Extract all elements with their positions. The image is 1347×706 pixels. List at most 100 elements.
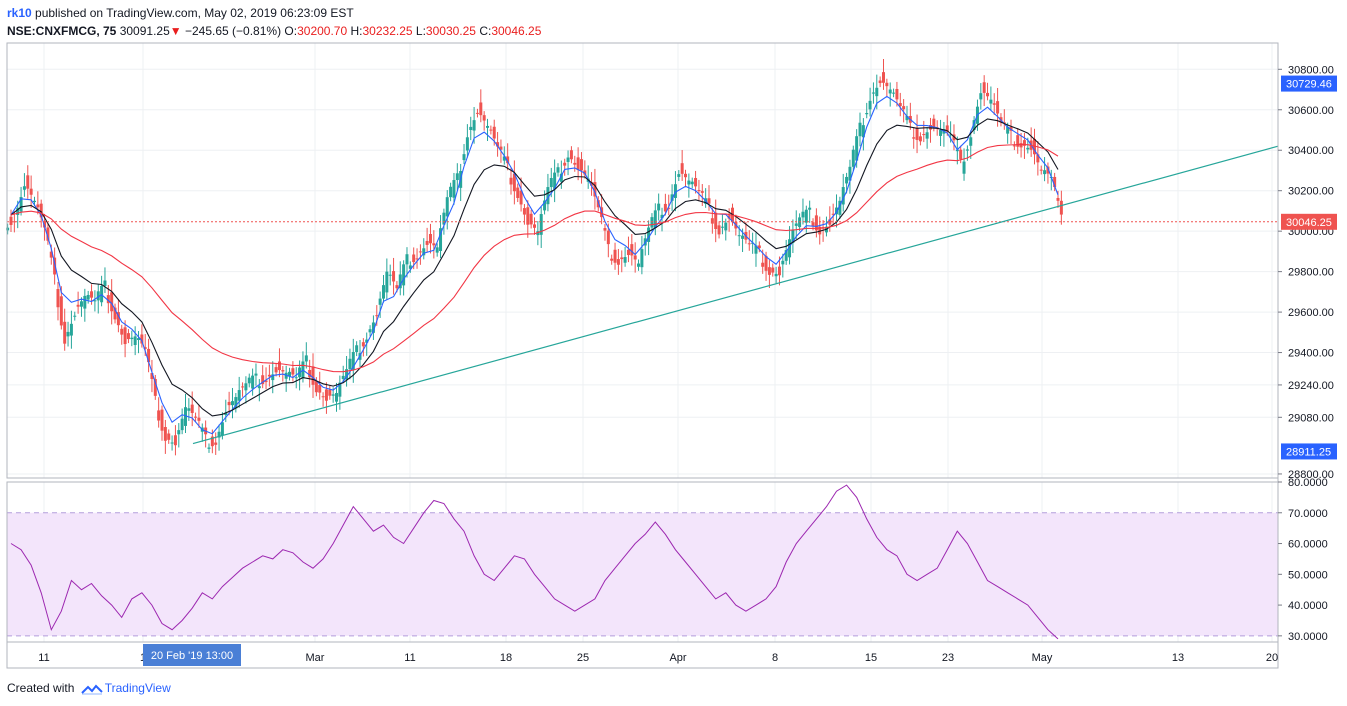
max-price-label: 30729.46 (1286, 79, 1332, 91)
candle-body (875, 87, 879, 97)
candle-body (106, 295, 110, 304)
candle-body (868, 100, 872, 110)
candle-body (563, 162, 567, 166)
candle-body (506, 156, 510, 164)
rsi-tick-label: 50.0000 (1288, 569, 1328, 581)
candle-body (1059, 200, 1063, 215)
candle-body (351, 352, 355, 370)
candle-body (871, 92, 875, 94)
time-axis[interactable]: 111Mar111825Apr81523May132020 Feb '19 13… (38, 644, 1278, 666)
candle-body (596, 200, 600, 208)
candle-body (304, 355, 308, 362)
candle-body (996, 101, 1000, 114)
max-price-label-bg (1281, 75, 1337, 92)
candle-body (348, 358, 352, 370)
candle-body (496, 142, 500, 147)
candle-body (700, 191, 704, 193)
candle-body (291, 368, 295, 375)
candle-body (311, 366, 315, 385)
candle-body (93, 300, 97, 302)
candle-body (368, 329, 372, 333)
candle-body (66, 331, 70, 337)
candle-body (130, 337, 134, 340)
candle-body (197, 417, 201, 421)
support-trendline (192, 145, 1279, 445)
candle-body (677, 174, 681, 177)
candle-body (673, 184, 677, 198)
candle-body (579, 159, 583, 171)
candle-body (331, 394, 335, 396)
candle-body (1019, 143, 1023, 148)
candle-body (116, 312, 120, 326)
candle-body (153, 378, 157, 396)
candle-body (707, 198, 711, 204)
candle-body (626, 249, 630, 256)
time-tick-label: 13 (1172, 652, 1184, 664)
trendline[interactable] (192, 145, 1279, 445)
price-axis[interactable]: 30800.0030600.0030400.0030200.0030000.00… (1278, 64, 1337, 481)
candle-body (791, 229, 795, 243)
candle-body (388, 274, 392, 276)
candle-body (449, 186, 453, 198)
grid-lines (7, 43, 1278, 642)
candle-body (160, 409, 164, 431)
candle-body (912, 137, 916, 139)
down-arrow-icon: ▼ (169, 24, 182, 38)
candle-body (375, 315, 379, 317)
candle-body (576, 157, 580, 171)
author-name[interactable]: rk10 (7, 6, 32, 20)
candle-body (321, 396, 325, 398)
candle-body (972, 120, 976, 130)
ema-20-line (10, 118, 1059, 417)
candle-body (804, 209, 808, 223)
candle-body (566, 157, 570, 162)
candle-body (69, 323, 73, 336)
candle-body (428, 233, 432, 244)
candle-body (741, 235, 745, 239)
rsi-axis[interactable]: 80.0000 70.0000 60.0000 50.0000 40.0000 30.00… (1278, 477, 1328, 643)
candles (6, 58, 1063, 456)
rsi-tick-label: 60.0000 (1288, 539, 1328, 551)
publish-line: rk10 published on TradingView.com, May 0… (7, 4, 541, 22)
candle-body (244, 383, 248, 391)
candle-body (593, 182, 597, 197)
candle-body (640, 249, 644, 268)
time-tick-label: 15 (865, 652, 877, 664)
time-tick-label: Apr (669, 652, 686, 664)
candle-body (123, 327, 127, 345)
candle-body (838, 200, 842, 215)
price-tick-label: 29800.00 (1288, 267, 1334, 279)
candle-body (939, 130, 943, 136)
candle-body (653, 210, 657, 229)
candle-body (610, 258, 614, 261)
rsi-series-line (10, 484, 1059, 640)
candle-body (1012, 145, 1016, 147)
candle-body (979, 93, 983, 100)
candle-body (1016, 135, 1020, 147)
tradingview-brand[interactable]: TradingView (104, 681, 171, 695)
candle-body (583, 170, 587, 175)
candle-body (522, 208, 526, 215)
candle-body (137, 338, 141, 341)
time-tick-label: Mar (306, 652, 325, 664)
candle-body (220, 422, 224, 436)
candle-body (546, 187, 550, 205)
open-value: 30200.70 (297, 24, 348, 38)
candle-body (489, 129, 493, 131)
candle-body (606, 230, 610, 245)
candle-body (1056, 197, 1060, 201)
candle-body (989, 99, 993, 104)
candle-body (83, 295, 87, 309)
candle-body (217, 431, 221, 438)
candle-body (194, 416, 198, 418)
candle-body (73, 315, 77, 317)
ema-100-line (10, 144, 1059, 373)
candle-body (254, 373, 258, 376)
candle-body (986, 92, 990, 97)
candle-body (808, 207, 812, 210)
candle-body (710, 218, 714, 224)
candle-body (90, 291, 94, 298)
candle-body (314, 381, 318, 393)
candle-body (408, 265, 412, 269)
